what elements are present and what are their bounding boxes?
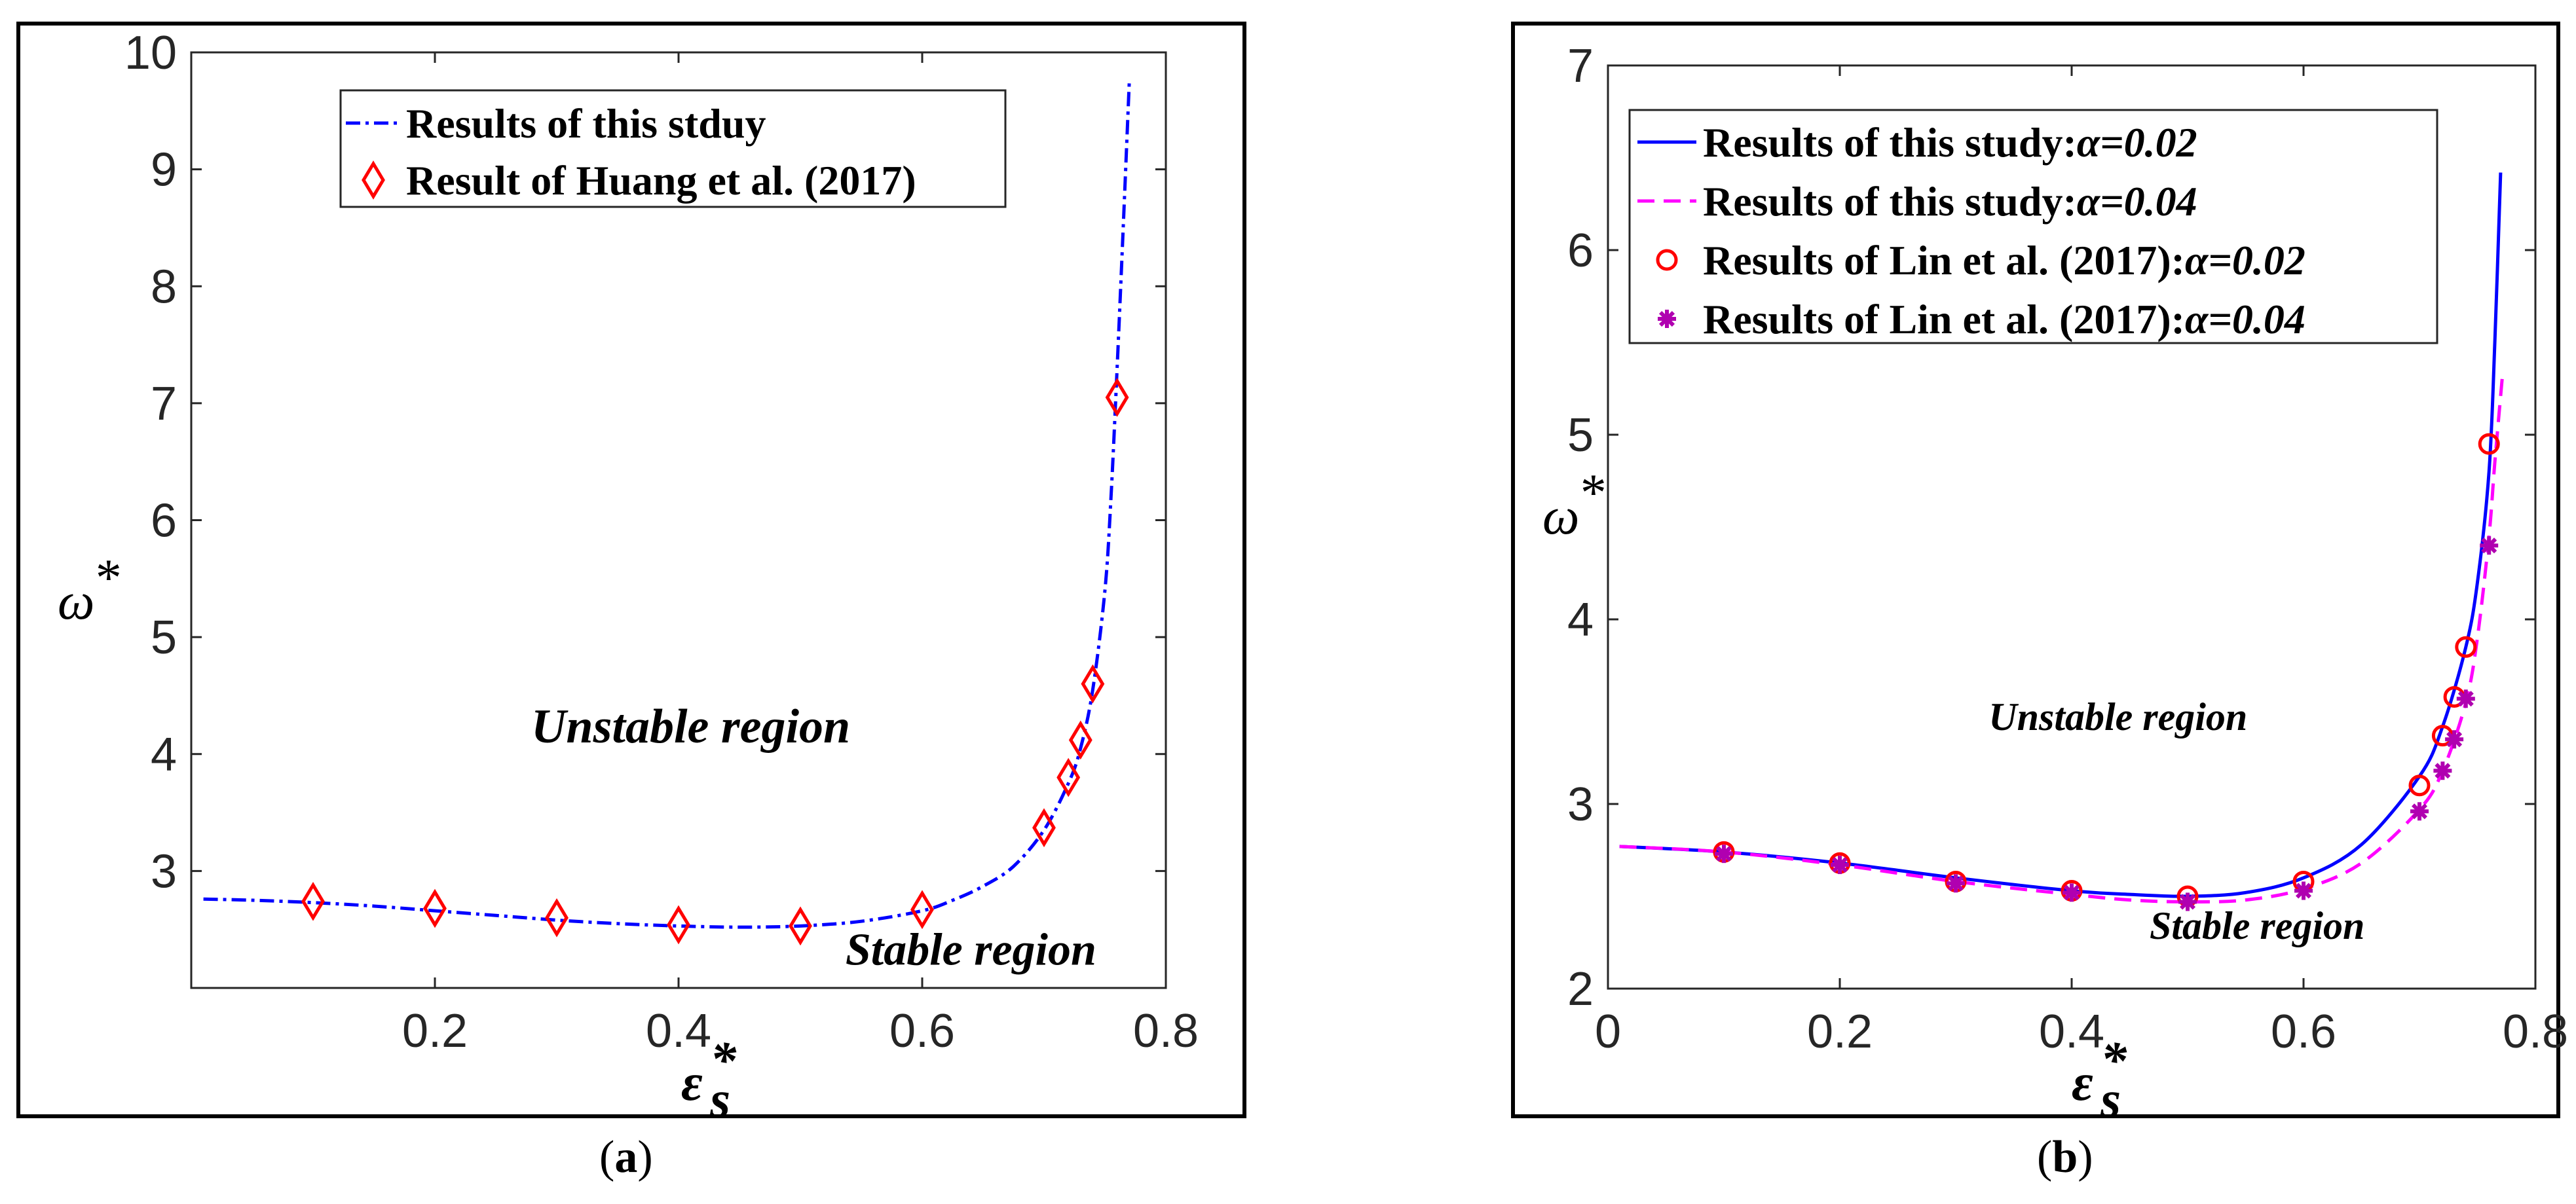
legend-box <box>1628 109 2438 344</box>
series-1 <box>1619 370 2505 903</box>
legend-alpha: α=0.04 <box>2185 296 2305 342</box>
data-point <box>1081 664 1105 704</box>
x-tick-label: 0 <box>1595 1006 1621 1058</box>
series-0 <box>1619 172 2503 898</box>
data-point <box>2478 433 2500 455</box>
data-point <box>423 888 447 928</box>
data-point <box>2445 730 2464 749</box>
x-tick-label: 0.8 <box>2503 1006 2568 1058</box>
y-axis-label: ω <box>1542 488 1579 545</box>
data-point <box>2433 761 2452 780</box>
y-tick-label: 8 <box>151 261 177 313</box>
legend-entry: Results of this study:α=0.04 <box>1703 178 2197 225</box>
x-tick-label: 0.2 <box>1807 1006 1873 1058</box>
x-tick-label: 0.6 <box>889 1005 955 1057</box>
data-point <box>789 906 812 946</box>
x-tick-label: 0.6 <box>2271 1006 2336 1058</box>
legend: Results of this study:α=0.02 Results of t… <box>1628 109 2438 344</box>
data-point <box>1056 757 1081 797</box>
x-axis-label-sub: s <box>2100 1071 2121 1129</box>
data-point <box>2063 883 2081 902</box>
data-point <box>2410 802 2429 821</box>
legend-alpha: α=0.02 <box>2077 119 2197 166</box>
x-tick-label: 0.8 <box>1133 1005 1199 1057</box>
y-axis-label-sup: * <box>93 549 119 607</box>
data-point <box>1068 720 1092 760</box>
x-axis-label-sub: s <box>709 1071 730 1129</box>
legend-entry: Results of Lin et al. (2017):α=0.04 <box>1703 296 2305 342</box>
x-axis-label-sup: * <box>2100 1032 2127 1089</box>
x-tick-label: 0.4 <box>646 1005 711 1057</box>
data-point <box>2294 881 2313 900</box>
caption-letter: b <box>2052 1132 2078 1182</box>
data-point <box>301 881 325 921</box>
y-axis-label-sup: * <box>1578 464 1604 522</box>
chart-b: 0 0.2 0.4 0.6 0.8 2 3 4 5 6 7 Unstable region Stable… <box>1511 22 2568 1182</box>
panel-frame <box>16 22 1246 1118</box>
legend-entry: Result of Huang et al. (2017) <box>406 157 916 204</box>
series-3 <box>1715 536 2499 911</box>
legend-marker <box>1658 310 1676 328</box>
legend-entry: Results of Lin et al. (2017):α=0.02 <box>1703 237 2305 283</box>
y-tick-label: 3 <box>1567 778 1594 831</box>
x-tick-label: 0.4 <box>2039 1006 2104 1058</box>
unstable-region-label: Unstable region <box>531 700 850 754</box>
y-tick-label: 5 <box>1567 409 1594 462</box>
data-point <box>2178 892 2197 911</box>
x-axis-label: ε <box>2072 1054 2093 1112</box>
series-line <box>203 81 1131 929</box>
chart-a: 0.2 0.4 0.6 0.8 3 4 5 6 7 8 9 10 Unstable region Stab… <box>16 22 1246 1182</box>
series-line <box>1619 172 2503 898</box>
panel-caption: (b) <box>2037 1132 2093 1182</box>
data-point <box>910 890 934 930</box>
data-point <box>667 905 690 945</box>
y-tick-label: 7 <box>1567 40 1594 92</box>
caption-letter: a <box>614 1132 637 1182</box>
data-point <box>1831 856 1849 875</box>
y-tick-label: 4 <box>151 729 177 781</box>
series-0 <box>203 81 1131 929</box>
y-tick-label: 3 <box>151 845 177 898</box>
x-tick-label: 0.2 <box>402 1005 468 1057</box>
data-point <box>2456 689 2475 708</box>
legend-entry: Results of this stduy <box>406 100 766 147</box>
y-tick-label: 4 <box>1567 594 1594 646</box>
legend: Results of this stduy Result of Huang et … <box>339 89 1007 208</box>
data-point <box>1715 845 1733 864</box>
y-tick-label: 9 <box>151 144 177 196</box>
x-axis-label: ε <box>681 1054 703 1112</box>
legend-alpha: α=0.02 <box>2185 237 2305 283</box>
y-tick-label: 6 <box>1567 225 1594 277</box>
panel-caption: (a) <box>599 1132 653 1182</box>
y-tick-label: 6 <box>151 495 177 547</box>
panel-frame <box>1511 22 2560 1118</box>
data-point <box>2408 775 2431 797</box>
x-axis-label-sup: * <box>710 1032 737 1089</box>
data-point <box>2480 536 2499 555</box>
data-point <box>1947 874 1965 893</box>
data-point <box>1105 378 1129 417</box>
data-point <box>545 898 569 938</box>
legend-box <box>339 89 1007 208</box>
data-point <box>1032 808 1056 848</box>
legend-marker <box>362 160 385 200</box>
unstable-region-label: Unstable region <box>1988 695 2247 739</box>
y-tick-label: 2 <box>1567 963 1594 1015</box>
legend-alpha: α=0.04 <box>2077 178 2197 225</box>
series-1 <box>301 378 1129 946</box>
legend-entry: Results of this study:α=0.02 <box>1703 119 2197 166</box>
y-tick-label: 7 <box>151 378 177 430</box>
series-line <box>1619 370 2505 903</box>
y-tick-label: 5 <box>151 611 177 664</box>
data-point <box>2455 636 2477 658</box>
legend-marker <box>1656 249 1678 271</box>
stable-region-label: Stable region <box>2150 904 2364 947</box>
stable-region-label: Stable region <box>846 924 1096 975</box>
y-axis-label: ω <box>58 573 94 630</box>
y-tick-label: 10 <box>124 27 177 79</box>
